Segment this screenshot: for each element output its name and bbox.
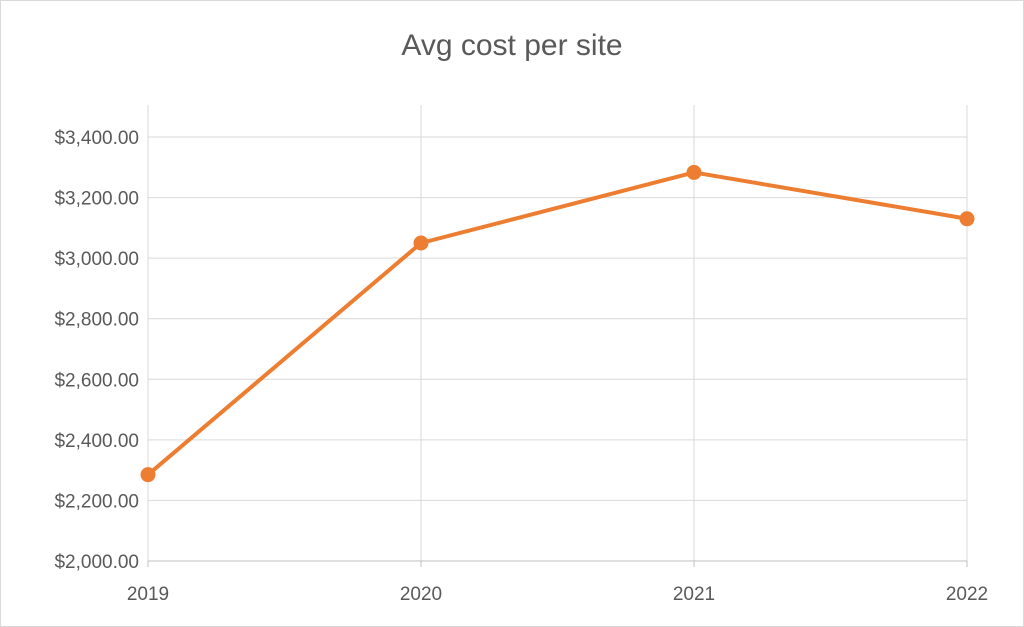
y-tick-label: $2,400.00 bbox=[54, 431, 139, 452]
y-tick-label: $2,600.00 bbox=[54, 370, 139, 391]
x-tick-label: 2022 bbox=[946, 584, 988, 605]
y-tick-label: $2,800.00 bbox=[54, 310, 139, 331]
series-line bbox=[146, 170, 969, 477]
data-point bbox=[686, 164, 702, 180]
y-tick-label: $3,400.00 bbox=[54, 128, 139, 149]
x-tick-label: 2019 bbox=[127, 584, 169, 605]
y-tick-label: $2,200.00 bbox=[54, 491, 139, 512]
y-tick-label: $3,000.00 bbox=[54, 249, 139, 270]
x-tick-label: 2020 bbox=[400, 584, 442, 605]
data-point bbox=[413, 235, 429, 251]
data-point bbox=[959, 211, 975, 227]
data-point bbox=[140, 467, 156, 483]
y-tick-label: $2,000.00 bbox=[54, 552, 139, 573]
y-tick-label: $3,200.00 bbox=[54, 189, 139, 210]
x-tick-label: 2021 bbox=[673, 584, 715, 605]
chart-title: Avg cost per site bbox=[401, 29, 623, 62]
